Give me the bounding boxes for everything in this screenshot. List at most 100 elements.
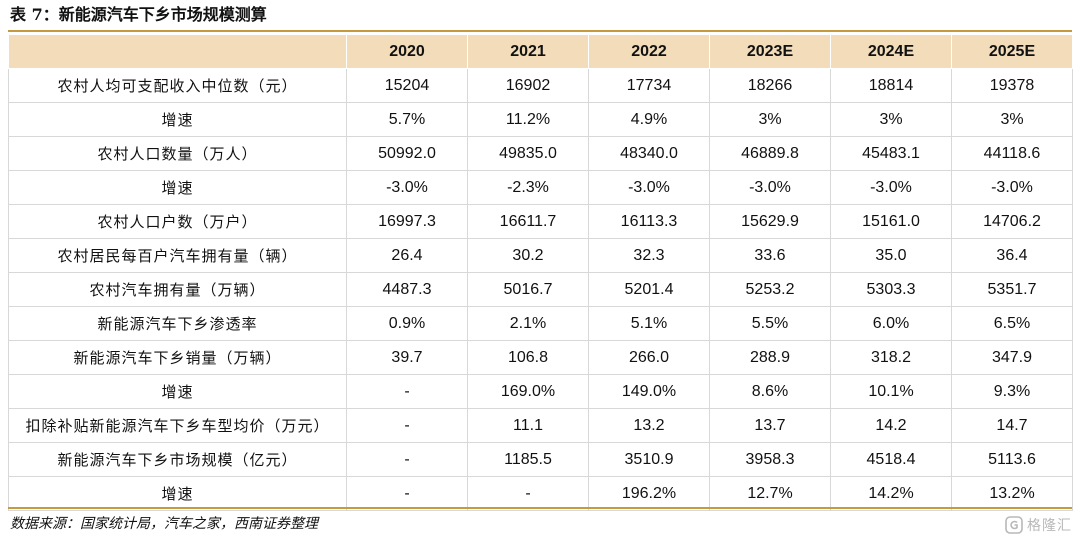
caption-divider <box>8 30 1072 32</box>
table-cell: 14706.2 <box>951 204 1073 239</box>
table-row: 农村人口数量（万人） 50992.0 49835.0 48340.0 46889.8 45… <box>8 136 1073 171</box>
table-row: 增速 -3.0% -2.3% -3.0% -3.0% -3.0% -3.0% <box>8 170 1073 205</box>
table-cell: 17734 <box>588 68 710 103</box>
table-cell: 196.2% <box>588 476 710 511</box>
table-cell: 6.5% <box>951 306 1073 341</box>
table-cell: -3.0% <box>588 170 710 205</box>
table-cell: 8.6% <box>709 374 831 409</box>
header-cell-year: 2021 <box>467 34 589 69</box>
row-label: 增速 <box>8 476 347 511</box>
table-cell: 4518.4 <box>830 442 952 477</box>
table-cell: 288.9 <box>709 340 831 375</box>
table-cell: 32.3 <box>588 238 710 273</box>
table-row: 增速 -169.0% 149.0% 8.6% 10.1% 9.3% <box>8 374 1073 409</box>
source-divider <box>8 507 1072 509</box>
table-cell: 3% <box>951 102 1073 137</box>
table-cell: 0.9% <box>346 306 468 341</box>
table-cell: - <box>346 476 468 511</box>
table-caption: 表 7：新能源汽车下乡市场规模测算 <box>10 5 267 24</box>
row-label: 农村汽车拥有量（万辆） <box>8 272 347 307</box>
table-cell: 6.0% <box>830 306 952 341</box>
table-cell: 5201.4 <box>588 272 710 307</box>
table-cell: 3958.3 <box>709 442 831 477</box>
table-cell: 5253.2 <box>709 272 831 307</box>
table-cell: -3.0% <box>346 170 468 205</box>
table-row: 增速 - -196.2% 12.7% 14.2% 13.2% <box>8 476 1073 511</box>
table-cell: 149.0% <box>588 374 710 409</box>
table-row: 扣除补贴新能源汽车下乡车型均价（万元） -11.1 13.2 13.7 14.2 14.7 <box>8 408 1073 443</box>
table-cell: 5.1% <box>588 306 710 341</box>
table-row: 农村人口户数（万户） 16997.3 16611.7 16113.3 15629.9 15… <box>8 204 1073 239</box>
table-cell: 13.7 <box>709 408 831 443</box>
table-cell: 18266 <box>709 68 831 103</box>
table-cell: 39.7 <box>346 340 468 375</box>
table-cell: 169.0% <box>467 374 589 409</box>
row-label: 新能源汽车下乡销量（万辆） <box>8 340 347 375</box>
table-cell: 266.0 <box>588 340 710 375</box>
header-cell-year: 2022 <box>588 34 710 69</box>
table-cell: 9.3% <box>951 374 1073 409</box>
table-cell: - <box>346 374 468 409</box>
header-cell-year: 2025E <box>951 34 1073 69</box>
table-cell: 106.8 <box>467 340 589 375</box>
table-row: 新能源汽车下乡销量（万辆） 39.7 106.8 266.0 288.9 318.2 347… <box>8 340 1073 375</box>
table-cell: 5351.7 <box>951 272 1073 307</box>
table-cell: 16611.7 <box>467 204 589 239</box>
table-cell: 49835.0 <box>467 136 589 171</box>
table-cell: 3510.9 <box>588 442 710 477</box>
data-source-note: 数据来源：国家统计局，汽车之家，西南证券整理 <box>10 516 318 532</box>
table-cell: 16902 <box>467 68 589 103</box>
table-cell: 19378 <box>951 68 1073 103</box>
table-cell: 36.4 <box>951 238 1073 273</box>
table-cell: 5113.6 <box>951 442 1073 477</box>
row-label: 农村人均可支配收入中位数（元） <box>8 68 347 103</box>
table-row: 新能源汽车下乡市场规模（亿元） -1185.5 3510.9 3958.3 4518.4… <box>8 442 1073 477</box>
header-row: 2020 2021 2022 2023E 2024E 2025E <box>8 34 1073 69</box>
table-cell: -3.0% <box>951 170 1073 205</box>
header-cell-year: 2020 <box>346 34 468 69</box>
table-cell: 48340.0 <box>588 136 710 171</box>
table-cell: 30.2 <box>467 238 589 273</box>
table-cell: 35.0 <box>830 238 952 273</box>
table-cell: -3.0% <box>830 170 952 205</box>
table-cell: 14.2% <box>830 476 952 511</box>
table-cell: 44118.6 <box>951 136 1073 171</box>
table-cell: 18814 <box>830 68 952 103</box>
row-label: 新能源汽车下乡渗透率 <box>8 306 347 341</box>
table-cell: 14.7 <box>951 408 1073 443</box>
table-cell: 4487.3 <box>346 272 468 307</box>
table-cell: 33.6 <box>709 238 831 273</box>
table-cell: 3% <box>830 102 952 137</box>
header-cell-corner <box>8 34 347 69</box>
table-row: 农村汽车拥有量（万辆） 4487.3 5016.7 5201.4 5253.2 5303.… <box>8 272 1073 307</box>
table-row: 增速 5.7% 11.2% 4.9% 3% 3% 3% <box>8 102 1073 137</box>
table-cell: 15161.0 <box>830 204 952 239</box>
table-row: 新能源汽车下乡渗透率 0.9% 2.1% 5.1% 5.5% 6.0% 6.5% <box>8 306 1073 341</box>
table-cell: 11.2% <box>467 102 589 137</box>
row-label: 农村居民每百户汽车拥有量（辆） <box>8 238 347 273</box>
table-cell: 26.4 <box>346 238 468 273</box>
gelonghui-logo-icon <box>1005 516 1023 534</box>
table-cell: 11.1 <box>467 408 589 443</box>
table-cell: 347.9 <box>951 340 1073 375</box>
table-cell: 4.9% <box>588 102 710 137</box>
table-row: 农村人均可支配收入中位数（元） 15204 16902 17734 18266 18814… <box>8 68 1073 103</box>
table-cell: 16997.3 <box>346 204 468 239</box>
row-label: 农村人口户数（万户） <box>8 204 347 239</box>
table-cell: 5.7% <box>346 102 468 137</box>
table-cell: 50992.0 <box>346 136 468 171</box>
table-cell: - <box>346 408 468 443</box>
header-cell-year: 2024E <box>830 34 952 69</box>
table-cell: -2.3% <box>467 170 589 205</box>
row-label: 增速 <box>8 170 347 205</box>
table-cell: 15204 <box>346 68 468 103</box>
row-label: 扣除补贴新能源汽车下乡车型均价（万元） <box>8 408 347 443</box>
table-cell: 16113.3 <box>588 204 710 239</box>
table-cell: 46889.8 <box>709 136 831 171</box>
watermark: 格隆汇 <box>1005 514 1072 536</box>
table-cell: 14.2 <box>830 408 952 443</box>
table-cell: 15629.9 <box>709 204 831 239</box>
table-cell: 12.7% <box>709 476 831 511</box>
table-cell: 5.5% <box>709 306 831 341</box>
table-cell: 3% <box>709 102 831 137</box>
